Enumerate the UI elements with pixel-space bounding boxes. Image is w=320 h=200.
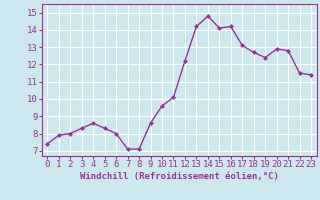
X-axis label: Windchill (Refroidissement éolien,°C): Windchill (Refroidissement éolien,°C)	[80, 172, 279, 181]
